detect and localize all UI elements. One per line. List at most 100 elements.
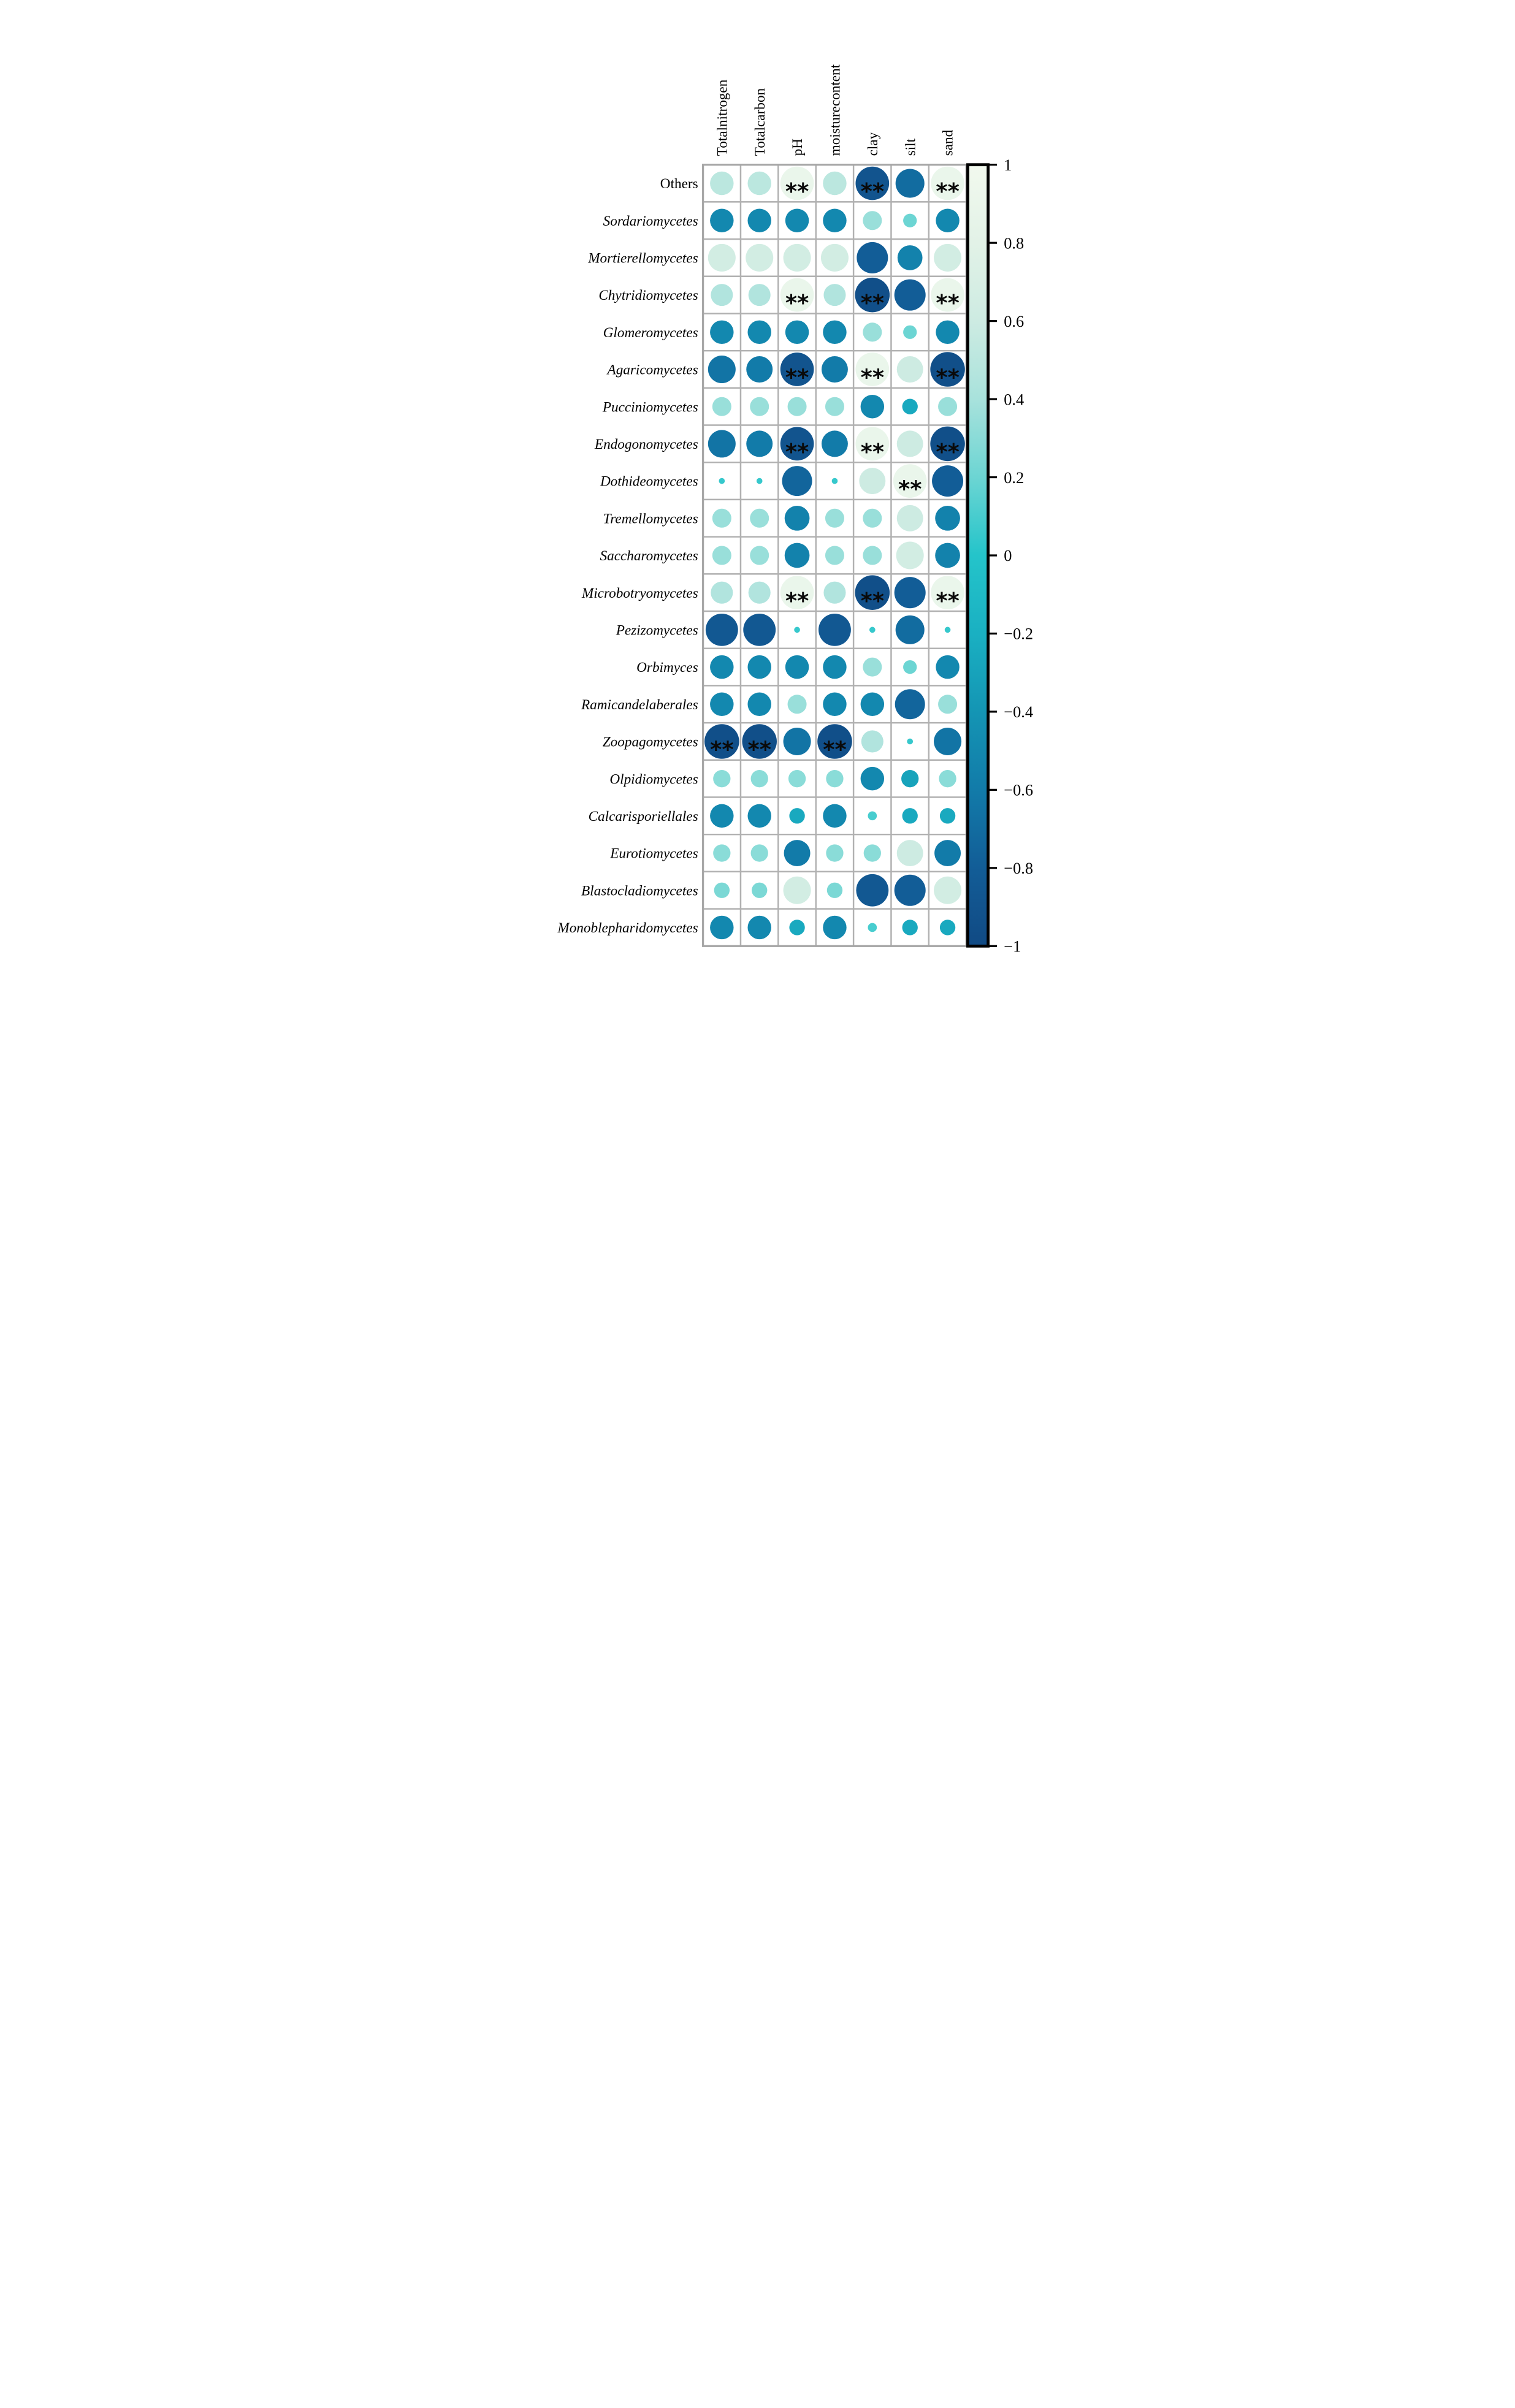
matrix-cell <box>739 275 779 314</box>
correlation-circle <box>741 724 777 759</box>
correlation-circle <box>931 465 963 497</box>
correlation-circle <box>868 923 877 932</box>
colorbar-tick-label: 0 <box>1004 546 1012 565</box>
correlation-circle <box>862 657 882 677</box>
correlation-circle <box>822 320 847 345</box>
significance-marker: ** <box>936 438 959 465</box>
row-label: Ramicandelaberales <box>581 697 698 713</box>
colorbar-tick-label: −0.8 <box>1004 859 1033 877</box>
correlation-circle <box>935 655 960 679</box>
correlation-circle <box>821 430 848 457</box>
correlation-circle <box>704 724 739 759</box>
correlation-circle <box>756 478 763 484</box>
correlation-circle <box>825 397 844 416</box>
correlation-circle <box>934 840 961 867</box>
correlation-circle <box>747 320 771 345</box>
correlation-circle <box>710 581 733 604</box>
column-header: moisturecontent <box>827 64 843 156</box>
row-label: Blastocladiomycetes <box>581 883 698 899</box>
correlation-circle <box>712 844 730 862</box>
matrix-cell <box>739 647 779 687</box>
correlation-circle <box>929 352 965 387</box>
correlation-circle <box>780 166 814 200</box>
correlation-circle <box>748 284 771 307</box>
correlation-circle <box>787 397 807 416</box>
correlation-circle <box>742 613 776 646</box>
correlation-circle <box>822 804 847 828</box>
correlation-circle <box>708 430 736 458</box>
correlation-circle <box>935 320 960 345</box>
correlation-circle <box>712 770 730 788</box>
correlation-circle <box>895 615 925 644</box>
correlation-circle <box>788 920 805 935</box>
correlation-circle <box>860 394 884 419</box>
significance-marker: ** <box>823 736 846 763</box>
colorbar-tick-label: −0.6 <box>1004 781 1033 799</box>
column-header: Totalcarbon <box>752 88 768 156</box>
significance-marker: ** <box>785 290 808 316</box>
row-label: Zoopagomycetes <box>602 734 698 750</box>
correlation-circle <box>818 613 851 646</box>
correlation-circle <box>718 478 725 484</box>
colorbar-tick-label: 1 <box>1004 156 1012 174</box>
correlation-circle <box>902 808 918 824</box>
correlation-circle <box>894 279 926 311</box>
correlation-circle <box>709 320 734 345</box>
row-label: Chytridiomycetes <box>598 288 698 303</box>
correlation-circle <box>747 692 771 717</box>
correlation-circle <box>858 468 885 495</box>
column-header: Totalnitrogen <box>714 79 730 156</box>
correlation-circle <box>822 171 847 196</box>
correlation-circle <box>855 166 889 200</box>
correlation-circles <box>704 166 965 940</box>
significance-marker: ** <box>936 290 959 316</box>
correlation-circle <box>896 356 923 383</box>
correlation-circle <box>895 689 925 720</box>
correlation-circle <box>930 576 964 610</box>
correlation-circle <box>780 352 814 386</box>
correlation-circle <box>933 876 961 904</box>
correlation-circle <box>787 695 807 714</box>
correlation-circle <box>783 727 811 755</box>
correlation-circle <box>793 627 800 633</box>
correlation-circle <box>895 169 925 198</box>
correlation-circle <box>862 546 882 565</box>
correlation-circle <box>822 208 847 232</box>
correlation-circle <box>860 766 884 791</box>
correlation-circle <box>825 844 844 862</box>
correlation-circle <box>855 277 890 313</box>
significance-marker: ** <box>710 736 733 763</box>
correlation-circle <box>821 356 848 383</box>
correlation-circle <box>869 627 876 633</box>
column-header: sand <box>940 129 956 156</box>
correlation-circle <box>860 692 884 717</box>
row-label: Pezizomycetes <box>615 622 698 638</box>
correlation-circle <box>745 243 773 272</box>
row-label: Agaricomycetes <box>606 362 698 378</box>
row-label: Endogonomycetes <box>593 436 698 452</box>
row-label: Sordariomycetes <box>603 213 698 229</box>
column-header: pH <box>790 139 806 156</box>
correlation-circle <box>750 770 768 788</box>
correlation-circle <box>862 322 882 342</box>
significance-marker: ** <box>936 178 959 205</box>
correlation-circle <box>939 808 955 824</box>
colorbar-bar <box>966 163 990 948</box>
correlation-circle <box>896 840 923 867</box>
correlation-circle <box>785 208 809 232</box>
column-header: clay <box>864 132 880 156</box>
correlation-circle <box>788 808 805 824</box>
correlation-circle <box>937 695 957 714</box>
row-label: Saccharomycetes <box>600 548 698 564</box>
row-label: Monoblepharidomycetes <box>557 920 698 936</box>
significance-marker: ** <box>785 178 808 205</box>
correlation-circle <box>785 655 809 679</box>
correlation-circle <box>944 627 950 633</box>
correlation-circle <box>930 166 964 200</box>
correlation-circle <box>903 213 917 227</box>
row-label: Glomeromycetes <box>603 325 698 341</box>
correlation-circle <box>751 882 767 898</box>
correlation-circle <box>893 464 927 498</box>
correlation-circle <box>785 320 809 345</box>
correlation-circle <box>825 508 844 528</box>
